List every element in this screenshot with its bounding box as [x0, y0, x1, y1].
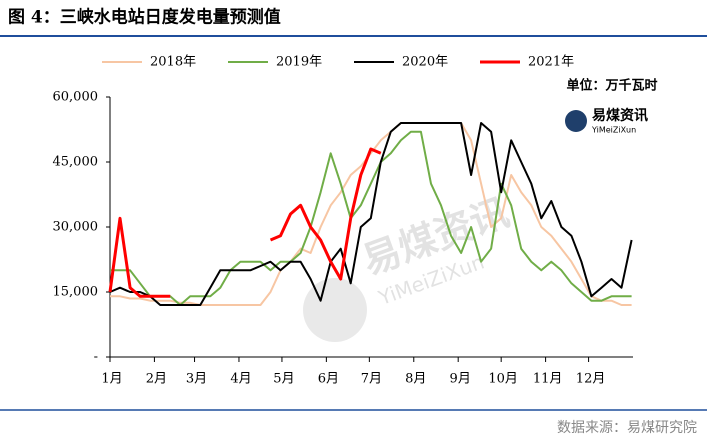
series-line [110, 130, 632, 306]
legend-label: 2019年 [276, 55, 322, 70]
series-line [109, 122, 633, 306]
x-tick-label: 3月 [186, 372, 207, 387]
logo-sub: YiMeiZiXun [591, 126, 636, 135]
x-tick-label: 9月 [450, 372, 471, 387]
source-note: 数据来源：易煤研究院 [557, 420, 697, 436]
logo-icon [565, 110, 587, 132]
logo-name: 易煤资讯 [592, 107, 648, 124]
x-tick-label: 4月 [230, 372, 251, 387]
x-tick-label: 6月 [318, 372, 339, 387]
x-tick-label: 2月 [146, 372, 167, 387]
unit-label: 单位：万千瓦时 [566, 78, 657, 94]
x-tick-label: 1月 [101, 372, 122, 387]
x-tick-label: 11月 [533, 372, 563, 387]
x-tick-label: 8月 [405, 372, 426, 387]
y-tick-label: 15,000 [53, 285, 99, 300]
legend-label: 2021年 [528, 55, 574, 70]
x-tick-label: 7月 [361, 372, 382, 387]
y-tick-label: 60,000 [53, 90, 99, 105]
logo: 易煤资讯 YiMeiZiXun [565, 107, 648, 135]
y-tick-label: 45,000 [53, 155, 99, 170]
watermark-icon [303, 278, 367, 342]
x-tick-label: 5月 [273, 372, 294, 387]
series-line [108, 147, 382, 298]
x-tick-label: 12月 [576, 372, 606, 387]
y-tick-label: 30,000 [53, 220, 99, 235]
chart-title: 图 4：三峡水电站日度发电量预测值 [8, 7, 281, 28]
legend-label: 2020年 [402, 55, 448, 70]
y-tick-label: - [94, 350, 98, 365]
legend-label: 2018年 [150, 55, 196, 70]
x-tick-label: 10月 [488, 372, 518, 387]
